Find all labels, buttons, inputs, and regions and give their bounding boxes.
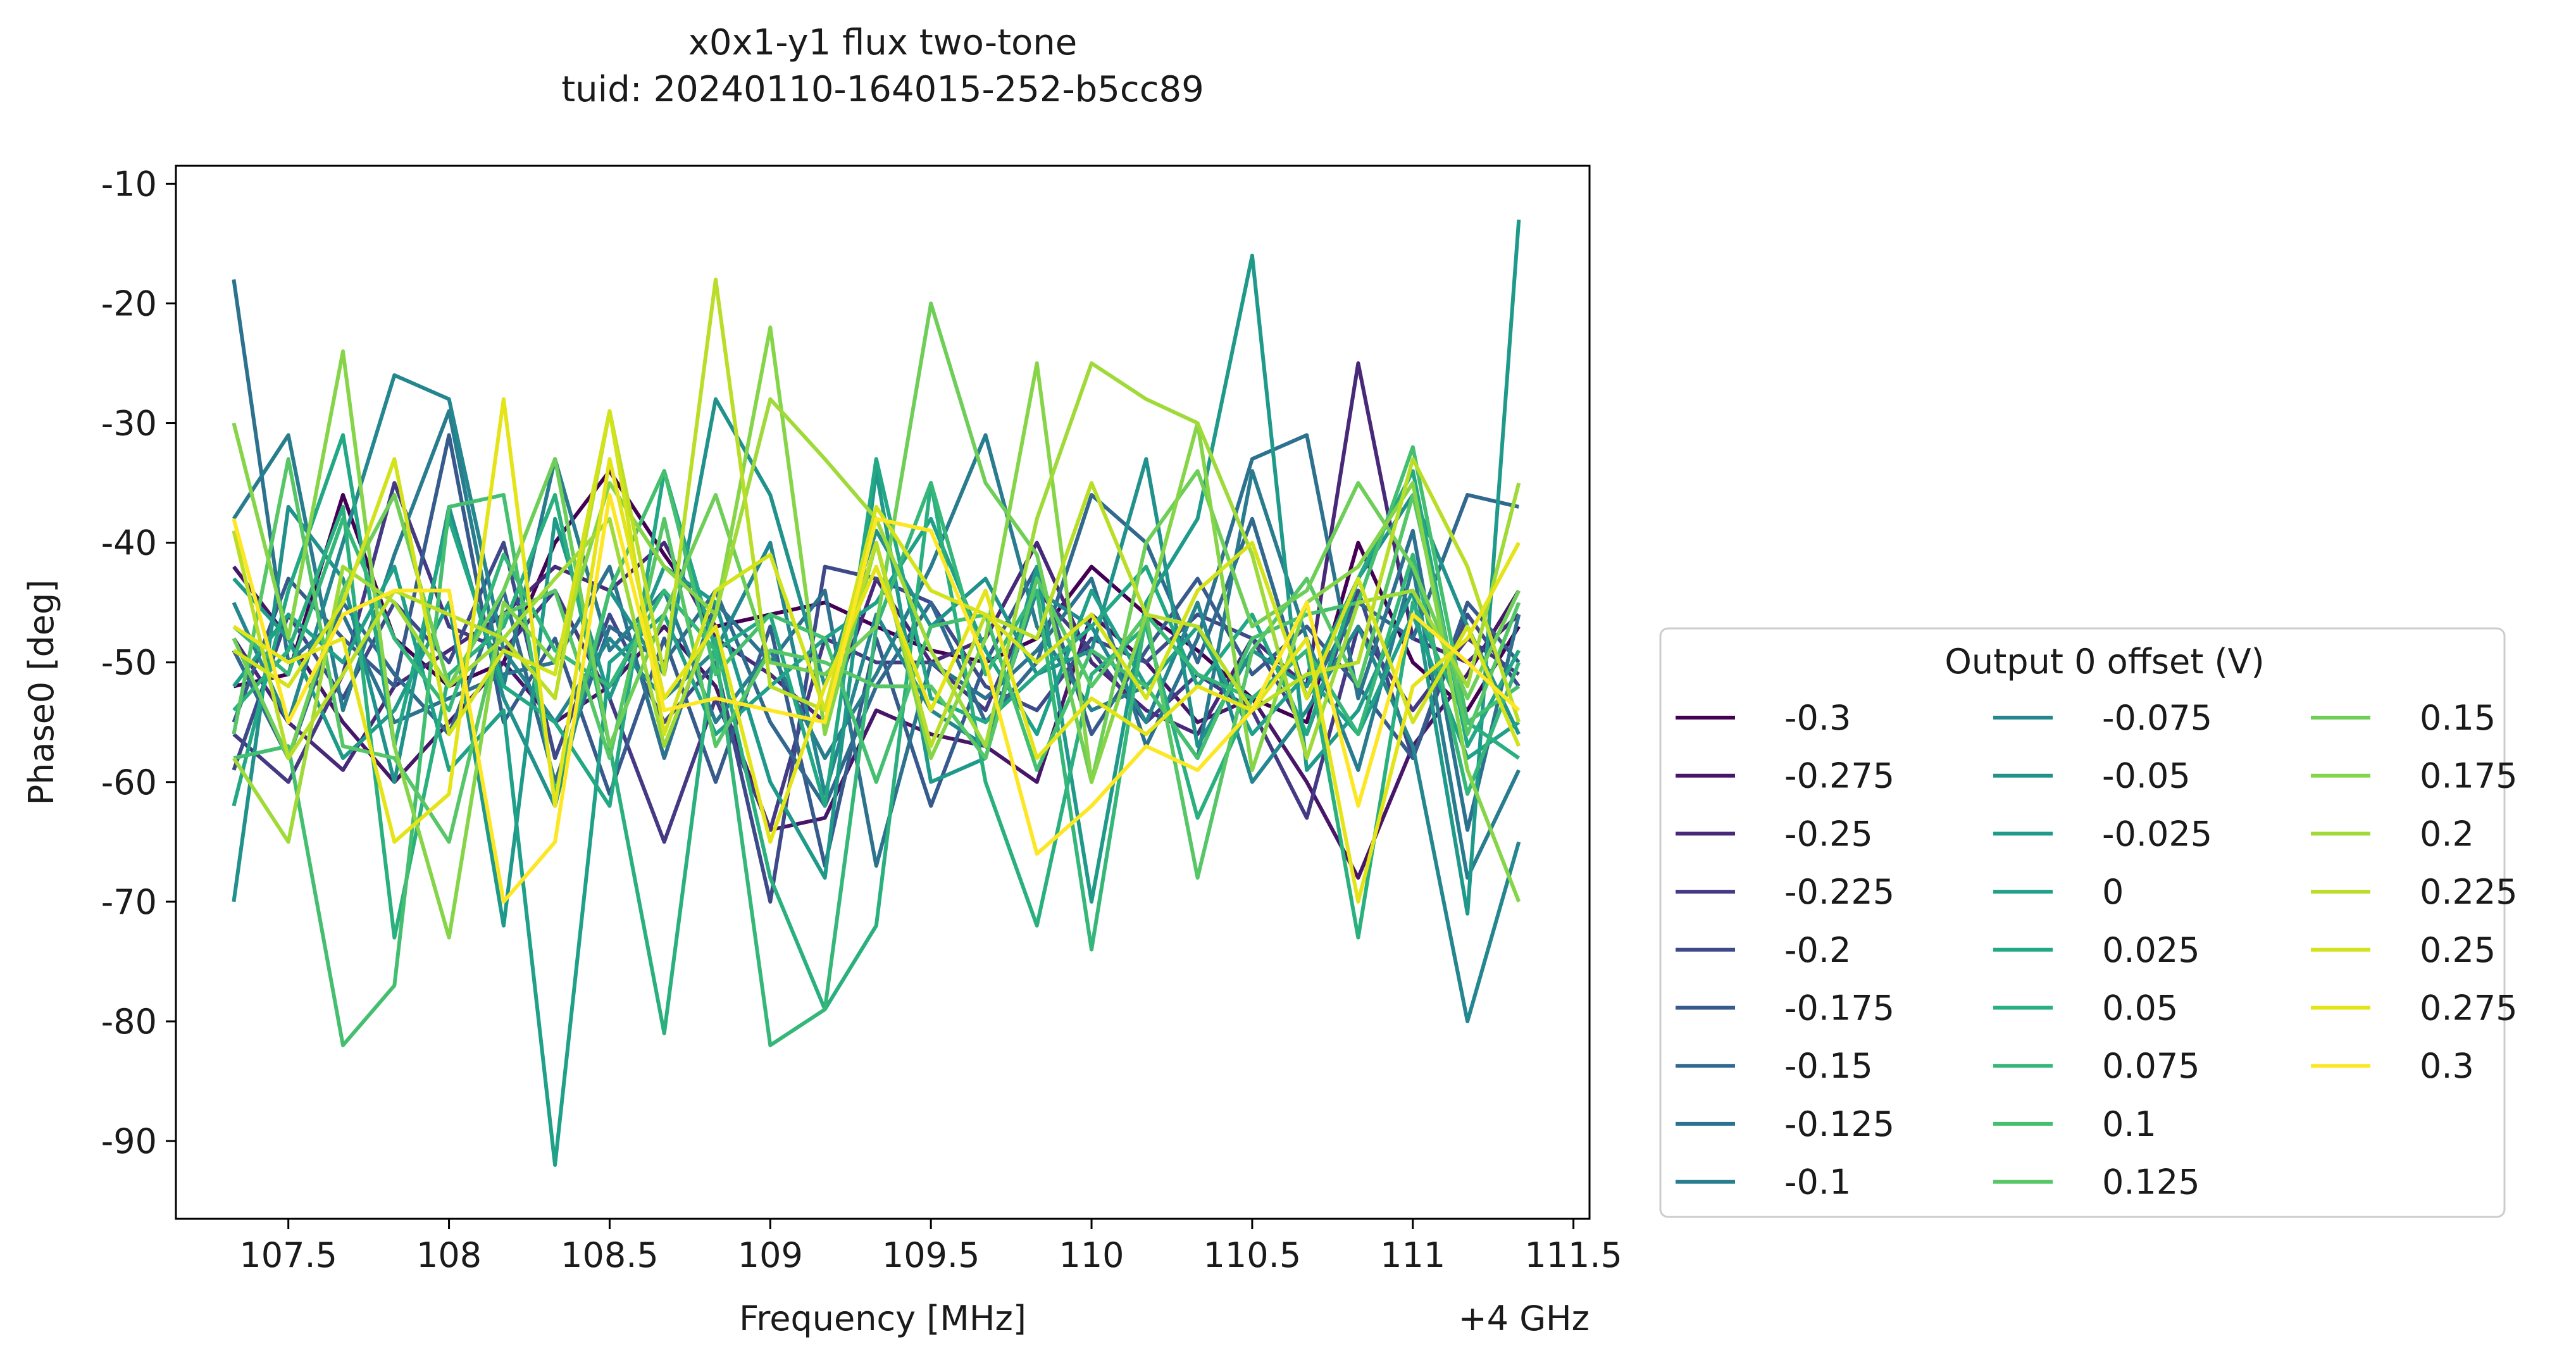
legend-title: Output 0 offset (V) — [1944, 642, 2264, 682]
series-line-7 — [232, 279, 1521, 868]
series-line-21 — [232, 277, 1521, 760]
series-line-3 — [232, 481, 1521, 844]
series-line-22 — [232, 409, 1521, 747]
y-tick-label: -40 — [101, 523, 157, 563]
y-tick-label: -80 — [101, 1002, 157, 1042]
legend-label: 0.05 — [2102, 988, 2178, 1028]
legend-label: 0.15 — [2420, 698, 2496, 738]
legend: Output 0 offset (V) -0.3 -0.275 -0.25 -0.22… — [1659, 627, 2518, 1218]
legend-label: 0.225 — [2420, 872, 2518, 912]
legend-label: -0.225 — [1784, 872, 1895, 912]
legend-label: 0.275 — [2420, 988, 2518, 1028]
x-tick-label: 109 — [738, 1235, 803, 1275]
x-tick-label: 111 — [1380, 1235, 1445, 1275]
y-tick-label: -30 — [101, 404, 157, 444]
plot-lines — [232, 219, 1521, 1167]
x-tick-label: 109.5 — [882, 1235, 980, 1275]
series-line-24 — [232, 493, 1521, 904]
x-axis-label: Frequency [MHz] — [739, 1299, 1026, 1338]
legend-label: -0.275 — [1784, 756, 1895, 796]
legend-label: 0.25 — [2420, 930, 2496, 970]
legend-label: 0.125 — [2102, 1162, 2200, 1202]
x-tick-label: 108 — [416, 1235, 482, 1275]
y-tick-label: -10 — [101, 164, 157, 204]
legend-label: 0.1 — [2102, 1104, 2156, 1144]
y-tick-label: -50 — [101, 643, 157, 683]
legend-label: 0.175 — [2420, 756, 2518, 796]
x-axis: 107.5 108 108.5 109 109.5 110 110.5 111 111.5 — [239, 1219, 1622, 1275]
legend-label: -0.15 — [1784, 1046, 1873, 1086]
x-tick-label: 110.5 — [1204, 1235, 1302, 1275]
x-tick-label: 107.5 — [239, 1235, 337, 1275]
legend-label: 0.3 — [2420, 1046, 2474, 1086]
legend-label: -0.075 — [2102, 698, 2212, 738]
chart-subtitle: tuid: 20240110-164015-252-b5cc89 — [561, 69, 1204, 110]
plot-frame — [175, 165, 1591, 1220]
x-tick-label: 108.5 — [561, 1235, 659, 1275]
legend-label: 0 — [2102, 872, 2124, 912]
legend-label: -0.025 — [2102, 814, 2212, 854]
legend-label: -0.175 — [1784, 988, 1895, 1028]
y-axis: -10 -20 -30 -40 -50 -60 -70 -80 -90 — [101, 164, 176, 1161]
x-tick-label: 110 — [1059, 1235, 1124, 1275]
legend-label: 0.2 — [2420, 814, 2474, 854]
legend-label: -0.125 — [1784, 1104, 1895, 1144]
x-tick-label: 111.5 — [1524, 1235, 1622, 1275]
series-line-23 — [232, 397, 1521, 904]
series-line-16 — [233, 445, 1521, 1047]
series-line-9 — [232, 373, 1521, 1023]
series-line-17 — [232, 457, 1521, 880]
legend-entries: -0.3 -0.275 -0.25 -0.225 -0.2 -0.175 -0.15 -0.1… — [1676, 698, 2518, 1202]
chart-title: x0x1-y1 flux two-tone — [688, 22, 1077, 63]
y-tick-label: -20 — [101, 284, 157, 323]
legend-label: -0.25 — [1784, 814, 1873, 854]
legend-label: 0.075 — [2102, 1046, 2200, 1086]
y-axis-label: Phase0 [deg] — [22, 580, 61, 806]
legend-label: -0.3 — [1784, 698, 1851, 738]
legend-box — [1659, 627, 2506, 1218]
legend-label: -0.1 — [1784, 1162, 1851, 1202]
legend-label: -0.2 — [1784, 930, 1851, 970]
x-offset-label: +4 GHz — [1458, 1299, 1590, 1338]
series-line-1 — [232, 565, 1521, 880]
legend-label: 0.025 — [2102, 930, 2200, 970]
legend-label: -0.05 — [2102, 756, 2191, 796]
y-tick-label: -70 — [101, 882, 157, 922]
y-tick-label: -90 — [101, 1121, 157, 1161]
y-tick-label: -60 — [101, 763, 157, 802]
